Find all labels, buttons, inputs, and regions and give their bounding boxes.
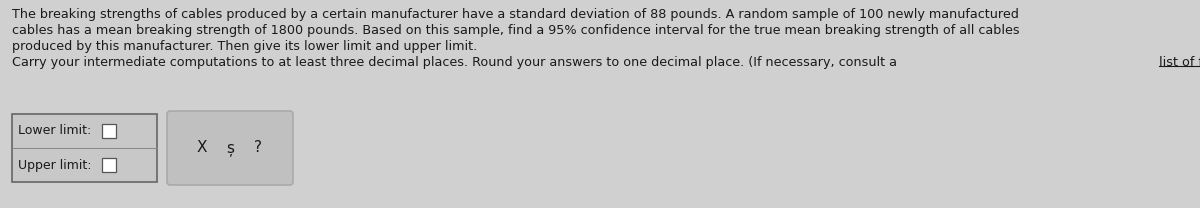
Text: cables has a mean breaking strength of 1800 pounds. Based on this sample, find a: cables has a mean breaking strength of 1… xyxy=(12,24,1020,37)
Text: Carry your intermediate computations to at least three decimal places. Round you: Carry your intermediate computations to … xyxy=(12,56,901,69)
Text: ?: ? xyxy=(254,140,262,156)
Text: Carry your intermediate computations to at least three decimal places. Round you: Carry your intermediate computations to … xyxy=(12,56,901,69)
Text: ș: ș xyxy=(226,140,234,156)
Text: produced by this manufacturer. Then give its lower limit and upper limit.: produced by this manufacturer. Then give… xyxy=(12,40,478,53)
Text: Upper limit:: Upper limit: xyxy=(18,158,91,172)
Text: Lower limit:: Lower limit: xyxy=(18,125,91,137)
FancyBboxPatch shape xyxy=(102,124,116,138)
FancyBboxPatch shape xyxy=(102,158,116,172)
FancyBboxPatch shape xyxy=(12,114,157,182)
Text: list of formulas.: list of formulas. xyxy=(1159,56,1200,69)
Text: X: X xyxy=(197,140,208,156)
FancyBboxPatch shape xyxy=(167,111,293,185)
Text: The breaking strengths of cables produced by a certain manufacturer have a stand: The breaking strengths of cables produce… xyxy=(12,8,1019,21)
